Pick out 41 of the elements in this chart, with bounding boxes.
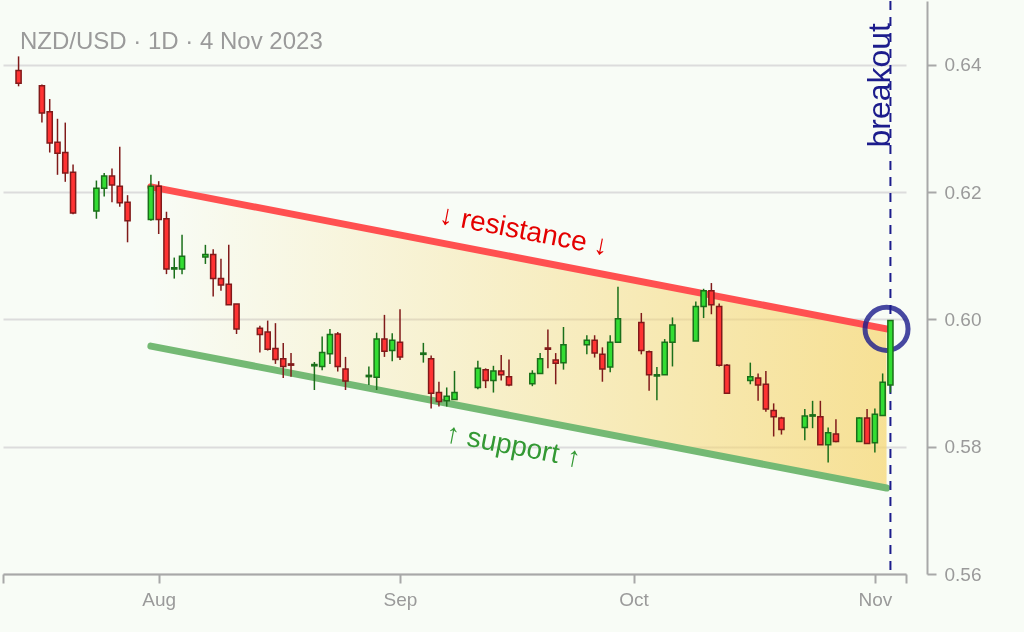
y-tick-label: 0.58 — [944, 436, 982, 458]
x-tick-label: Sep — [383, 588, 418, 610]
candlestick — [388, 332, 396, 363]
candlestick — [381, 314, 388, 358]
candlestick — [342, 356, 349, 391]
candlestick — [645, 349, 653, 392]
candlestick — [746, 361, 754, 386]
candlestick — [824, 426, 832, 464]
candlestick — [396, 308, 404, 361]
y-tick-label: 0.60 — [944, 308, 982, 330]
text: ↓ resistance ↓ — [437, 198, 612, 262]
candlestick — [435, 380, 443, 408]
x-tick-label: Nov — [858, 588, 893, 610]
candlestick — [505, 358, 513, 387]
candlestick — [560, 326, 567, 371]
candlestick — [474, 359, 482, 391]
text: NZD/USD · 1D · 4 Nov 2023 — [20, 27, 323, 54]
y-tick-label: 0.56 — [944, 563, 982, 585]
candlestick — [708, 282, 715, 315]
y-tick-label: 0.62 — [944, 181, 982, 203]
y-tick-label: 0.64 — [944, 54, 982, 76]
candlestick — [544, 328, 552, 370]
candlestick — [770, 402, 777, 438]
candlestick — [583, 334, 591, 356]
candlestick — [599, 346, 606, 383]
candlestick — [482, 367, 489, 389]
candlestick — [15, 55, 22, 88]
candlestick — [552, 352, 560, 386]
candlestick — [420, 342, 427, 364]
candlestick — [855, 416, 863, 443]
candlestick — [108, 167, 116, 203]
candlestick — [754, 372, 762, 402]
candlestick — [202, 244, 209, 265]
candlestick — [497, 354, 505, 382]
candlestick — [326, 328, 334, 365]
candlestick — [591, 334, 598, 359]
ref-line-label: breakout — [861, 22, 898, 148]
x-tick-label: Aug — [142, 588, 177, 610]
text: ↑ support ↑ — [443, 416, 584, 474]
x-tick-label: Oct — [619, 588, 650, 610]
candlestick — [490, 365, 497, 394]
